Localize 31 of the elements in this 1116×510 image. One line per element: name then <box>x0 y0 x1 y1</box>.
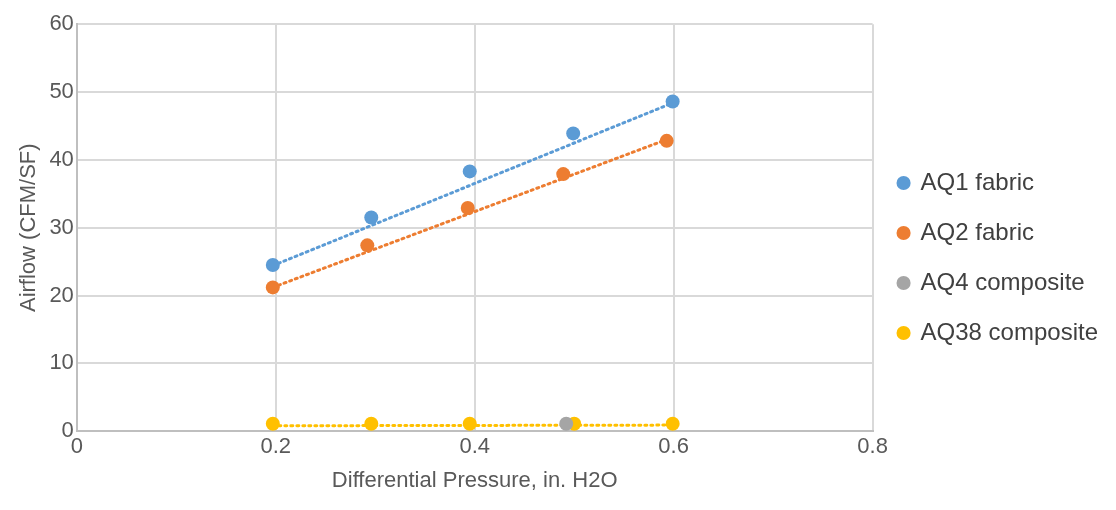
point <box>659 133 674 148</box>
legend-label: AQ4 composite <box>920 267 1085 295</box>
legend-label: AQ38 composite <box>920 317 1098 345</box>
x-axis-title: Differential Pressure, in. H2O <box>331 466 618 492</box>
point <box>364 210 379 225</box>
point <box>462 416 477 431</box>
y-tick-label: 10 <box>49 349 74 375</box>
x-tick-label: 0.2 <box>260 433 292 459</box>
y-tick-label: 40 <box>49 145 74 171</box>
y-tick-label: 20 <box>49 281 74 307</box>
point <box>265 280 280 295</box>
y-axis-title: Airflow (CFM/SF) <box>15 143 41 313</box>
y-tick-label: 60 <box>49 10 74 36</box>
x-tick-label: 0.4 <box>459 433 491 459</box>
legend-label: AQ1 fabric <box>920 167 1034 195</box>
point <box>566 126 581 141</box>
point <box>460 201 475 216</box>
x-tick-label: 0.8 <box>857 433 888 459</box>
point <box>364 416 379 431</box>
point <box>665 94 680 109</box>
point <box>265 258 280 273</box>
point <box>265 416 280 431</box>
y-tick-label: 50 <box>49 78 74 104</box>
point <box>556 167 571 182</box>
point <box>462 164 477 179</box>
y-tick-label: 30 <box>49 213 74 239</box>
x-tick-label: 0.6 <box>658 433 689 459</box>
point <box>559 416 574 431</box>
legend-label: AQ2 fabric <box>920 217 1034 245</box>
point <box>665 416 680 431</box>
point <box>360 238 375 253</box>
